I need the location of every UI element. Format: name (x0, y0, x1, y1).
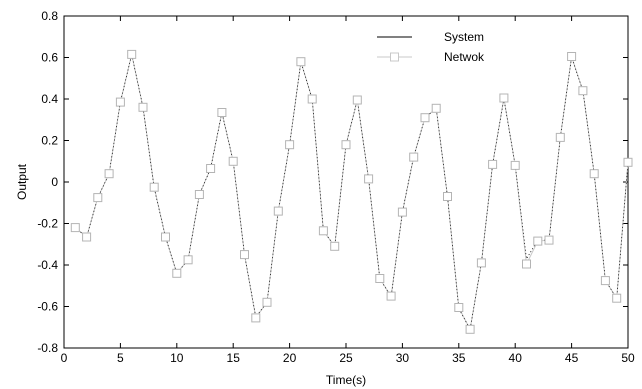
network-point-marker (149, 182, 159, 192)
network-point-marker (262, 297, 272, 307)
network-point-marker (352, 95, 362, 105)
x-tick-label: 25 (339, 351, 353, 365)
network-point-marker (386, 291, 396, 301)
network-point-marker (499, 93, 509, 103)
network-point-marker (431, 103, 441, 113)
axis-ticks: 0 5 10 15 20 25 30 35 40 45 50 -0.8 -0.6 -0.4 -0.2 0 0.2… (37, 9, 635, 365)
network-point-marker (397, 207, 407, 217)
network-point-marker (161, 232, 170, 242)
legend-network-label: Netwok (444, 50, 485, 64)
network-point-marker (578, 86, 588, 96)
network-point-marker (612, 293, 622, 303)
network-point-marker (296, 57, 306, 67)
network-point-marker (488, 159, 498, 169)
x-axis-label: Time(s) (326, 373, 366, 387)
y-tick-label: 0 (51, 175, 58, 189)
network-point-marker (589, 169, 599, 179)
x-tick-label: 30 (396, 351, 410, 365)
y-tick-label: -0.6 (37, 300, 58, 314)
network-point-marker (115, 97, 125, 107)
y-tick-label: 0.8 (41, 9, 58, 23)
network-point-marker (443, 192, 452, 201)
network-point-marker (318, 226, 328, 236)
x-tick-label: 10 (170, 351, 184, 365)
network-point-marker (364, 174, 374, 184)
network-point-marker (206, 164, 216, 173)
network-point-marker (522, 259, 531, 269)
network-point-marker (544, 235, 554, 245)
legend: System Netwok (377, 30, 485, 64)
plot-area (63, 15, 629, 349)
network-point-marker (510, 160, 520, 170)
network-point-marker (476, 258, 486, 268)
network-point-marker (465, 324, 475, 334)
network-point-marker (375, 274, 385, 283)
network-point-marker (194, 190, 204, 199)
network-point-marker (104, 169, 114, 179)
network-point-marker (251, 313, 261, 323)
network-point-marker (172, 268, 182, 278)
network-point-marker (341, 140, 351, 150)
y-tick-label: -0.4 (37, 258, 58, 272)
y-tick-label: 0.6 (41, 51, 58, 65)
network-point-marker (285, 140, 295, 150)
x-tick-label: 40 (509, 351, 523, 365)
network-point-marker (127, 49, 137, 59)
network-point-marker (409, 152, 419, 162)
x-tick-label: 45 (565, 351, 579, 365)
x-tick-label: 5 (117, 351, 124, 365)
network-point-marker (240, 250, 249, 260)
network-point-marker (217, 108, 227, 117)
network-point-marker (138, 102, 148, 112)
x-tick-label: 0 (61, 351, 68, 365)
network-point-marker (273, 206, 283, 216)
network-point-marker (93, 193, 103, 203)
network-point-marker (623, 157, 633, 167)
network-point-marker (420, 113, 430, 123)
network-point-marker (533, 236, 543, 246)
network-point-marker (330, 241, 340, 251)
network-point-marker (228, 156, 238, 166)
network-point-marker (183, 255, 193, 265)
network-point-marker (600, 276, 610, 286)
y-tick-label: -0.8 (37, 341, 58, 355)
legend-system-label: System (444, 30, 484, 44)
x-tick-label: 20 (283, 351, 297, 365)
network-point-marker (70, 223, 80, 233)
x-tick-label: 35 (452, 351, 466, 365)
network-point-marker (307, 94, 317, 104)
legend-network-marker (390, 52, 399, 62)
y-axis-label: Output (15, 163, 29, 200)
network-point-marker (555, 132, 565, 142)
y-tick-label: -0.2 (37, 217, 58, 231)
network-point-marker (82, 232, 92, 242)
x-tick-label: 50 (621, 351, 635, 365)
y-tick-label: 0.2 (41, 134, 58, 148)
network-point-marker (567, 52, 577, 61)
data-series (70, 49, 633, 334)
y-tick-label: 0.4 (41, 92, 58, 106)
network-point-marker (454, 303, 464, 312)
x-tick-label: 15 (227, 351, 241, 365)
